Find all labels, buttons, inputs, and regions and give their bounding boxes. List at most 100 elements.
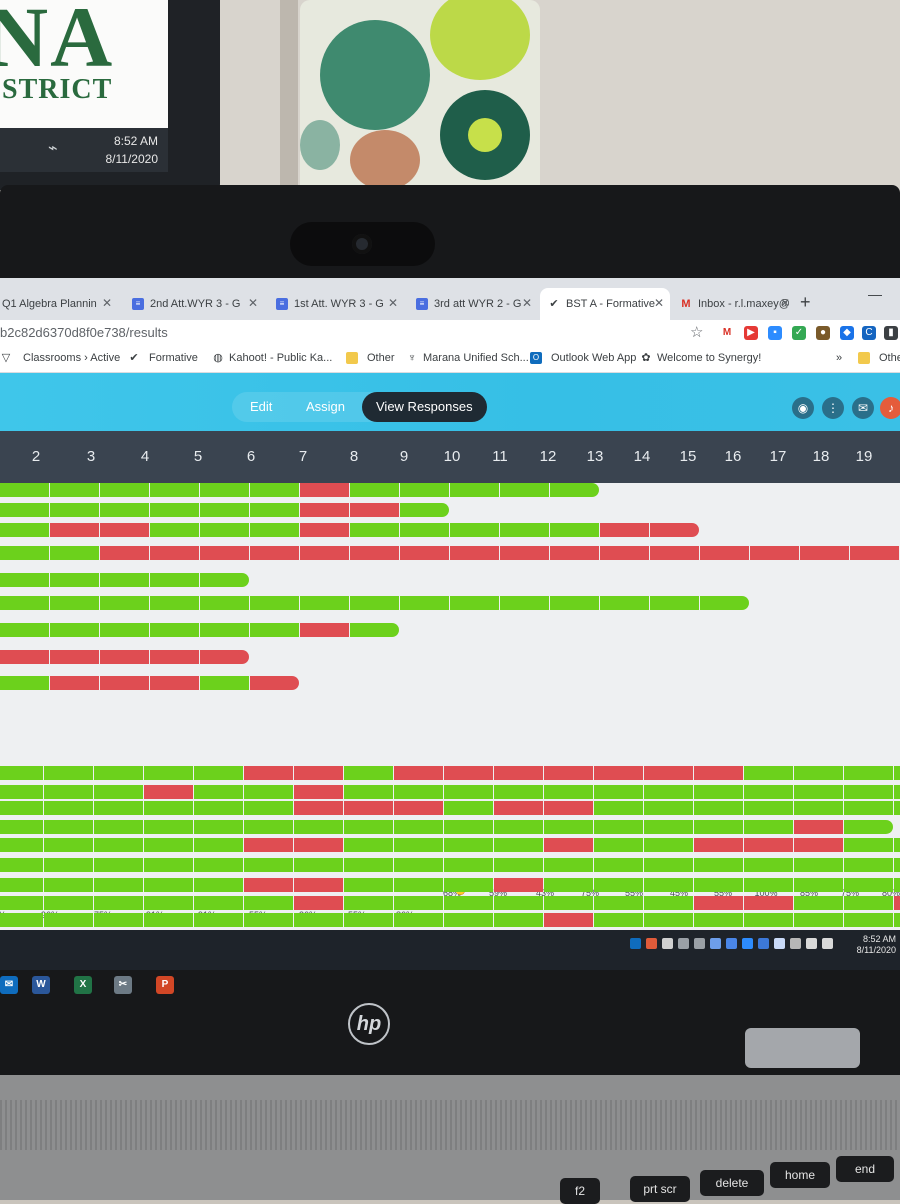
response-cell[interactable] <box>250 503 299 517</box>
response-cell[interactable] <box>150 503 199 517</box>
response-cell[interactable] <box>394 801 443 815</box>
response-cell[interactable] <box>694 858 743 872</box>
response-cell[interactable] <box>50 523 99 537</box>
response-cell[interactable] <box>244 820 293 834</box>
response-cell[interactable] <box>694 785 743 799</box>
response-cell[interactable] <box>400 503 449 517</box>
response-cell[interactable] <box>794 801 843 815</box>
response-cell[interactable] <box>50 573 99 587</box>
response-cell[interactable] <box>194 896 243 910</box>
response-cell[interactable] <box>700 596 749 610</box>
response-cell[interactable] <box>894 913 900 927</box>
response-cell[interactable] <box>50 650 99 664</box>
response-cell[interactable] <box>200 573 249 587</box>
response-cell[interactable] <box>200 523 249 537</box>
response-cell[interactable] <box>400 523 449 537</box>
url-text[interactable]: b2c82d6370d8f0e738/results <box>0 325 168 340</box>
tab-3rd-att[interactable]: ≡ 3rd att WYR 2 - G ✕ <box>408 288 538 320</box>
response-cell[interactable] <box>100 483 149 497</box>
response-cell[interactable] <box>694 766 743 780</box>
response-cell[interactable] <box>194 838 243 852</box>
response-cell[interactable] <box>444 878 493 892</box>
response-cell[interactable] <box>100 650 149 664</box>
response-cell[interactable] <box>844 878 893 892</box>
response-cell[interactable] <box>344 801 393 815</box>
response-cell[interactable] <box>694 838 743 852</box>
response-cell[interactable] <box>650 596 699 610</box>
bookmark-formative[interactable]: ✔ Formative <box>128 352 198 364</box>
star-icon[interactable]: ☆ <box>690 324 704 341</box>
minimize-button[interactable]: — <box>868 286 882 302</box>
response-cell[interactable] <box>44 801 93 815</box>
response-cell[interactable] <box>650 523 699 537</box>
response-cell[interactable] <box>844 858 893 872</box>
response-cell[interactable] <box>744 913 793 927</box>
response-cell[interactable] <box>100 523 149 537</box>
response-cell[interactable] <box>344 766 393 780</box>
response-cell[interactable] <box>444 785 493 799</box>
response-cell[interactable] <box>294 913 343 927</box>
response-cell[interactable] <box>744 896 793 910</box>
response-cell[interactable] <box>594 858 643 872</box>
response-cell[interactable] <box>350 503 399 517</box>
response-cell[interactable] <box>244 913 293 927</box>
response-cell[interactable] <box>544 878 593 892</box>
response-cell[interactable] <box>294 785 343 799</box>
bookmark-other-2[interactable]: Other <box>858 352 900 364</box>
outlook-tray-icon[interactable] <box>630 938 641 949</box>
response-cell[interactable] <box>200 546 249 560</box>
response-cell[interactable] <box>300 503 349 517</box>
question-number-16[interactable]: 16 <box>724 448 742 465</box>
gmail-icon[interactable]: M <box>720 326 734 340</box>
response-cell[interactable] <box>450 523 499 537</box>
response-cell[interactable] <box>144 913 193 927</box>
response-cell[interactable] <box>794 878 843 892</box>
response-cell[interactable] <box>0 801 43 815</box>
tab-1st-att[interactable]: ≡ 1st Att. WYR 3 - G ✕ <box>268 288 404 320</box>
response-cell[interactable] <box>594 766 643 780</box>
snipping-icon[interactable]: ✂ <box>114 976 132 994</box>
response-cell[interactable] <box>0 546 49 560</box>
response-cell[interactable] <box>0 676 49 690</box>
bookmark-other[interactable]: Other <box>346 352 395 364</box>
response-cell[interactable] <box>350 623 399 637</box>
response-cell[interactable] <box>300 546 349 560</box>
response-cell[interactable] <box>144 801 193 815</box>
response-cell[interactable] <box>700 546 749 560</box>
response-cell[interactable] <box>500 483 549 497</box>
response-cell[interactable] <box>444 896 493 910</box>
response-cell[interactable] <box>544 838 593 852</box>
volume-icon[interactable] <box>806 938 817 949</box>
response-cell[interactable] <box>244 838 293 852</box>
response-cell[interactable] <box>94 785 143 799</box>
response-cell[interactable] <box>594 878 643 892</box>
address-bar[interactable]: b2c82d6370d8f0e738/results ☆ M ▶ ▪ ✓ ● ◆… <box>0 320 900 348</box>
app-tray-icon[interactable] <box>774 938 785 949</box>
app-tray-icon[interactable] <box>726 938 737 949</box>
response-cell[interactable] <box>100 573 149 587</box>
question-number-18[interactable]: 18 <box>812 448 830 465</box>
response-cell[interactable] <box>144 896 193 910</box>
response-cell[interactable] <box>394 838 443 852</box>
response-cell[interactable] <box>200 483 249 497</box>
response-cell[interactable] <box>250 523 299 537</box>
zoom-tray-icon[interactable] <box>742 938 753 949</box>
response-cell[interactable] <box>300 623 349 637</box>
response-cell[interactable] <box>200 650 249 664</box>
response-cell[interactable] <box>44 896 93 910</box>
response-cell[interactable] <box>300 523 349 537</box>
response-cell[interactable] <box>794 896 843 910</box>
response-cell[interactable] <box>850 546 899 560</box>
response-cell[interactable] <box>494 878 543 892</box>
response-cell[interactable] <box>350 483 399 497</box>
response-cell[interactable] <box>294 838 343 852</box>
response-cell[interactable] <box>594 896 643 910</box>
response-cell[interactable] <box>894 801 900 815</box>
question-number-8[interactable]: 8 <box>349 448 359 465</box>
response-cell[interactable] <box>694 801 743 815</box>
app-tray-icon[interactable] <box>790 938 801 949</box>
response-cell[interactable] <box>844 766 893 780</box>
response-cell[interactable] <box>244 858 293 872</box>
response-cell[interactable] <box>194 820 243 834</box>
response-cell[interactable] <box>494 858 543 872</box>
